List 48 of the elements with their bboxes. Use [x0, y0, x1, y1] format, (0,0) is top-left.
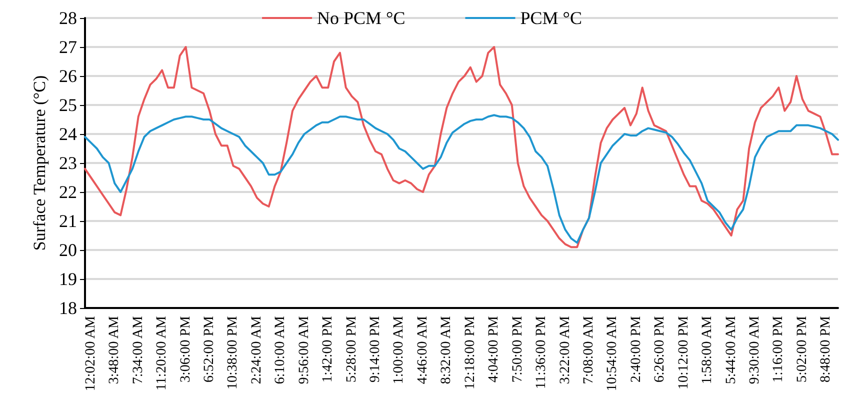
x-tick-label: 9:30:00 AM: [747, 315, 762, 384]
x-tick-label: 2:24:00 AM: [249, 315, 264, 384]
x-tick-label: 7:08:00 AM: [581, 315, 596, 384]
x-tick-label: 1:58:00 AM: [700, 315, 716, 384]
legend-label: PCM °C: [520, 8, 582, 28]
x-tick-label: 1:16:00 PM: [771, 315, 786, 383]
x-tick-label: 10:54:00 AM: [605, 315, 620, 392]
y-tick-label: 19: [59, 269, 77, 289]
x-tick-label: 7:50:00 PM: [510, 315, 526, 383]
x-tick-label: 9:56:00 AM: [296, 315, 312, 384]
y-tick-label: 20: [59, 240, 77, 260]
line-series: [84, 114, 839, 244]
x-tick-label: 11:20:00 AM: [154, 315, 170, 391]
x-tick-label: 7:34:00 AM: [130, 315, 146, 384]
y-tick-label: 23: [59, 153, 77, 173]
y-axis-title: Surface Temperature (°C): [30, 75, 50, 251]
x-tick-label: 8:32:00 AM: [439, 315, 454, 384]
x-tick-label: 1:00:00 AM: [392, 315, 407, 384]
x-tick-label: 2:40:00 PM: [628, 315, 644, 383]
x-tick-label: 12:18:00 PM: [462, 315, 478, 390]
legend-label: No PCM °C: [317, 8, 406, 28]
x-tick-label: 6:26:00 PM: [652, 315, 668, 383]
x-tick-label: 5:02:00 PM: [794, 315, 810, 383]
x-tick-label: 10:12:00 PM: [676, 315, 692, 390]
x-tick-label: 4:04:00 PM: [486, 315, 502, 383]
x-tick-label: 9:14:00 PM: [368, 315, 384, 383]
y-tick-label: 28: [59, 8, 77, 28]
y-tick-label: 21: [59, 211, 77, 231]
x-tick-label: 12:02:00 AM: [83, 315, 98, 392]
x-tick-label: 4:46:00 AM: [415, 315, 430, 384]
x-tick-label: 1:42:00 PM: [320, 315, 336, 383]
x-tick-label: 6:10:00 AM: [273, 315, 288, 384]
y-tick-label: 26: [59, 66, 77, 86]
y-tick-label: 27: [59, 37, 77, 57]
line-series: [84, 46, 839, 248]
x-tick-label: 3:06:00 PM: [178, 315, 194, 383]
x-tick-label: 5:44:00 AM: [724, 315, 739, 384]
x-tick-label: 3:22:00 AM: [558, 315, 573, 384]
x-tick-label: 8:48:00 PM: [818, 315, 834, 383]
x-tick-label: 6:52:00 PM: [202, 315, 218, 383]
y-tick-label: 22: [59, 182, 77, 202]
y-tick-label: 24: [59, 124, 77, 144]
x-tick-label: 11:36:00 PM: [534, 315, 550, 389]
y-tick-label: 25: [59, 95, 77, 115]
x-tick-label: 10:38:00 PM: [226, 315, 241, 390]
y-tick-label: 18: [59, 298, 77, 318]
x-tick-label: 5:28:00 PM: [344, 315, 360, 383]
x-tick-label: 3:48:00 AM: [107, 315, 122, 384]
